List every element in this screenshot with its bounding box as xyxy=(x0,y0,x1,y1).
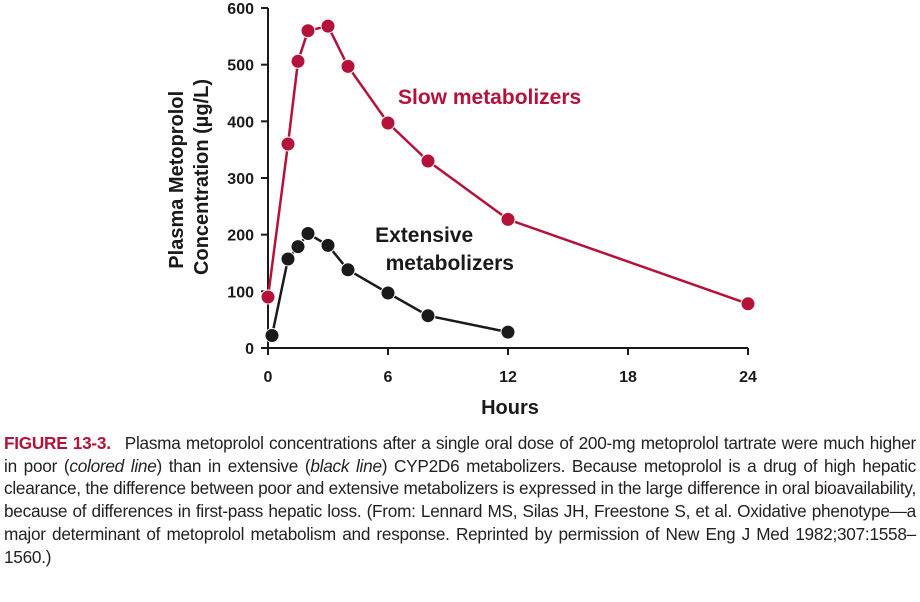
x-tick-label: 0 xyxy=(264,369,273,386)
axes: 0 100 200 300 400 500 600 0 6 12 18 24 xyxy=(227,1,757,386)
caption-text-2: ) than in extensive ( xyxy=(156,455,311,476)
caption-italic-black-line: black line xyxy=(310,455,382,476)
figure-caption: FIGURE 13-3. Plasma metoprolol concentrat… xyxy=(4,432,916,568)
y-tick-label: 300 xyxy=(227,171,254,188)
slow-metabolizers-label: Slow metabolizers xyxy=(398,86,581,109)
data-point xyxy=(264,328,280,343)
y-axis-title-line-1: Plasma Metoprolol xyxy=(166,91,188,269)
data-point xyxy=(300,23,316,39)
y-axis-title: Plasma Metoprolol Concentration (µg/L) xyxy=(166,79,213,275)
data-point xyxy=(290,53,306,69)
extensive-label-line-1: Extensive xyxy=(375,224,473,247)
y-tick-label: 100 xyxy=(227,284,254,301)
series-layer xyxy=(260,18,756,343)
x-tick-label: 12 xyxy=(499,369,517,386)
y-tick-label: 0 xyxy=(245,341,254,358)
data-point xyxy=(300,226,316,241)
data-point xyxy=(500,324,516,340)
data-point xyxy=(740,296,756,312)
x-tick-label: 6 xyxy=(384,369,393,386)
data-point xyxy=(340,58,356,74)
caption-italic-colored-line: colored line xyxy=(69,455,157,476)
data-point xyxy=(420,308,436,324)
data-point xyxy=(280,136,296,152)
series-1 xyxy=(264,226,516,343)
y-tick-label: 500 xyxy=(227,58,254,75)
data-point xyxy=(380,115,396,131)
data-point xyxy=(420,153,436,169)
series-0 xyxy=(260,18,756,312)
y-tick-label: 600 xyxy=(227,1,254,18)
caption-text-3: ) CYP2D6 metabolizers. Because metoprolo… xyxy=(4,455,916,567)
data-point xyxy=(340,262,356,278)
data-point xyxy=(290,239,306,255)
data-point xyxy=(380,285,396,301)
data-point xyxy=(500,211,516,227)
series-line xyxy=(266,24,749,305)
extensive-label-line-2: metabolizers xyxy=(386,252,514,275)
y-tick-label: 400 xyxy=(227,114,254,131)
x-tick-label: 24 xyxy=(739,369,757,386)
caption-text-1: Plasma metoprolol concentrations after a… xyxy=(4,433,916,476)
data-point xyxy=(280,251,296,267)
data-point xyxy=(320,237,336,253)
x-axis-title: Hours xyxy=(481,397,539,419)
x-tick-label: 18 xyxy=(619,369,637,386)
figure-label: FIGURE 13-3. xyxy=(4,433,111,453)
extensive-metabolizers-label: Extensive metabolizers xyxy=(375,224,514,275)
data-point xyxy=(260,289,276,305)
y-tick-label: 200 xyxy=(227,228,254,245)
series-line xyxy=(270,232,509,336)
data-point xyxy=(320,18,336,34)
y-axis-title-line-2: Concentration (µg/L) xyxy=(191,79,213,275)
concentration-time-chart: 0 100 200 300 400 500 600 0 6 12 18 24 Hours Plasma… xyxy=(166,1,757,419)
